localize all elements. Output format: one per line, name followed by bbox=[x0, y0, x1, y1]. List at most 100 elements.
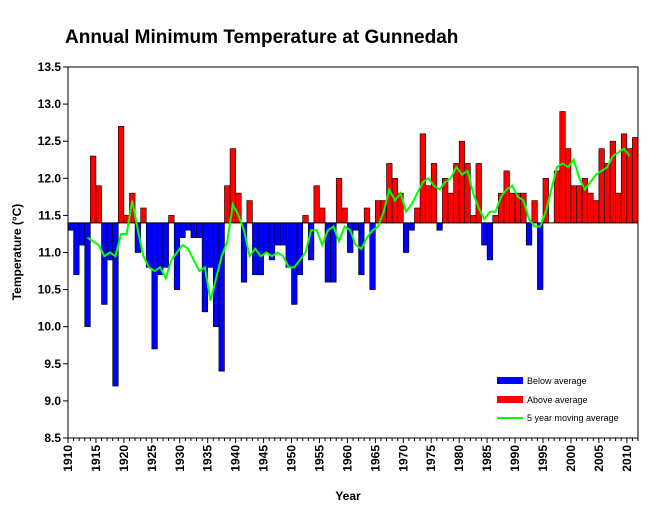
bar-1938 bbox=[224, 185, 231, 224]
bar-1976 bbox=[436, 222, 443, 231]
y-tick-label: 13.5 bbox=[38, 60, 62, 74]
bar-1952 bbox=[302, 215, 309, 224]
bar-1933 bbox=[196, 222, 203, 238]
bar-2008 bbox=[615, 192, 622, 224]
y-tick-label: 10.5 bbox=[38, 283, 62, 297]
x-tick-label: 2010 bbox=[620, 445, 634, 472]
bar-1958 bbox=[335, 178, 343, 224]
legend-above-average-swatch bbox=[497, 396, 523, 403]
bar-1949 bbox=[285, 222, 292, 268]
bar-1931 bbox=[185, 222, 192, 231]
bar-1935 bbox=[207, 222, 214, 268]
x-tick-label: 1935 bbox=[201, 445, 215, 472]
chart-title: Annual Minimum Temperature at Gunnedah bbox=[65, 27, 458, 48]
bar-1928 bbox=[168, 215, 175, 224]
bar-2006 bbox=[604, 163, 611, 224]
x-tick-label: 1965 bbox=[368, 445, 382, 472]
bar-series bbox=[67, 111, 639, 387]
y-tick-label: 13.0 bbox=[38, 97, 62, 111]
bar-1982 bbox=[470, 215, 477, 224]
bar-1911 bbox=[73, 222, 80, 276]
bar-1932 bbox=[190, 222, 197, 238]
y-tick-label: 11.5 bbox=[38, 208, 61, 222]
y-tick-label: 8.5 bbox=[44, 431, 61, 445]
bar-1963 bbox=[363, 207, 371, 224]
legend: Below average Above average 5 year movin… bbox=[497, 376, 619, 423]
bar-1937 bbox=[218, 222, 225, 372]
x-tick-label: 1970 bbox=[396, 445, 410, 472]
bar-1959 bbox=[341, 207, 348, 224]
bar-1919 bbox=[117, 126, 125, 224]
bar-1942 bbox=[246, 200, 253, 224]
bar-1961 bbox=[352, 222, 359, 231]
y-tick-label: 9.5 bbox=[44, 357, 61, 371]
legend-above-average-label: Above average bbox=[527, 395, 588, 405]
bar-1912 bbox=[78, 222, 86, 246]
x-tick-label: 1955 bbox=[312, 445, 326, 472]
bar-2010 bbox=[626, 148, 633, 224]
bar-1974 bbox=[425, 185, 432, 224]
bar-1948 bbox=[280, 222, 287, 246]
y-axis-label: Temperature (°C) bbox=[10, 204, 24, 301]
bar-1955 bbox=[319, 207, 326, 224]
bar-1954 bbox=[313, 185, 320, 224]
bar-1985 bbox=[486, 222, 494, 261]
bar-2001 bbox=[576, 185, 583, 224]
x-tick-label: 1945 bbox=[257, 445, 271, 472]
y-tick-label: 12.5 bbox=[38, 134, 62, 148]
bar-1992 bbox=[525, 222, 533, 246]
y-axis: 8.5 9.0 9.5 10.0 10.5 11.0 11.5 12.0 12.5 13.0 13.… bbox=[38, 60, 68, 445]
bar-1915 bbox=[95, 185, 102, 224]
x-tick-label: 1975 bbox=[424, 445, 438, 472]
bar-1914 bbox=[90, 155, 97, 224]
bar-1993 bbox=[531, 200, 538, 224]
x-tick-label: 1930 bbox=[173, 445, 187, 472]
bar-1945 bbox=[263, 222, 270, 253]
bar-1998 bbox=[559, 111, 566, 224]
bar-2009 bbox=[620, 133, 628, 224]
x-tick-label: 1960 bbox=[340, 445, 354, 472]
bar-1924 bbox=[145, 222, 153, 268]
x-tick-label: 1985 bbox=[480, 445, 494, 472]
x-tick-label: 1940 bbox=[229, 445, 243, 472]
bar-1925 bbox=[151, 222, 158, 350]
bar-1923 bbox=[140, 207, 147, 224]
bar-1951 bbox=[296, 222, 304, 276]
x-tick-label: 1990 bbox=[508, 445, 522, 472]
bar-2004 bbox=[592, 200, 600, 224]
bar-1970 bbox=[402, 222, 410, 253]
bar-1916 bbox=[101, 222, 108, 305]
x-axis: 1910 1915 1920 1925 1930 1935 1940 1945 1950 1955… bbox=[61, 438, 639, 472]
x-tick-label: 2000 bbox=[564, 445, 578, 472]
bar-2003 bbox=[587, 192, 594, 224]
bar-1988 bbox=[503, 170, 510, 224]
bar-1978 bbox=[447, 192, 454, 224]
x-tick-label: 1910 bbox=[61, 445, 75, 472]
bar-1975 bbox=[430, 163, 438, 224]
bar-1994 bbox=[537, 222, 544, 290]
y-tick-label: 11.0 bbox=[38, 246, 61, 260]
x-tick-label: 1925 bbox=[145, 445, 159, 472]
bar-1910 bbox=[67, 222, 74, 231]
bar-1947 bbox=[274, 222, 281, 246]
bar-1986 bbox=[492, 215, 499, 224]
x-axis-label: Year bbox=[335, 489, 361, 503]
legend-below-average-label: Below average bbox=[527, 376, 587, 386]
bar-2000 bbox=[570, 185, 577, 224]
legend-moving-average-label: 5 year moving average bbox=[527, 413, 619, 423]
bar-2011 bbox=[632, 137, 639, 224]
bar-2007 bbox=[609, 140, 616, 224]
x-tick-label: 1995 bbox=[536, 445, 550, 472]
x-tick-label: 1980 bbox=[452, 445, 466, 472]
bar-1989 bbox=[509, 192, 516, 224]
moving-average-line bbox=[87, 147, 631, 301]
bar-1930 bbox=[179, 222, 186, 238]
bar-1984 bbox=[481, 222, 488, 246]
bar-1927 bbox=[162, 222, 169, 268]
y-tick-label: 10.0 bbox=[38, 320, 62, 334]
bar-1971 bbox=[408, 222, 415, 231]
bar-1980 bbox=[458, 140, 466, 224]
bar-1973 bbox=[419, 133, 426, 224]
x-tick-label: 1920 bbox=[117, 445, 131, 472]
bar-1999 bbox=[565, 148, 572, 224]
